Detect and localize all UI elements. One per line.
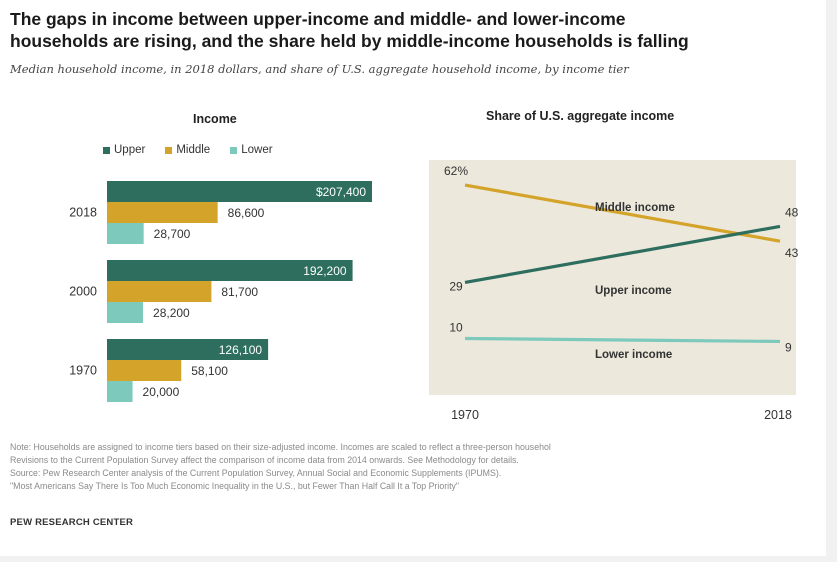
series-label-middle: Middle income [595, 202, 675, 214]
legend-label-upper: Upper [114, 144, 146, 156]
bar-label-lower-1970: 20,000 [143, 385, 180, 399]
note-line-3: Source: Pew Research Center analysis of … [10, 468, 502, 478]
end-label-upper: 48 [785, 205, 799, 219]
line-upper [464, 224, 781, 285]
bar-lower-2018 [107, 223, 144, 244]
title-line-2: households are rising, and the share hel… [10, 31, 689, 51]
bar-upper-2000 [107, 260, 353, 281]
x-tick-1970: 1970 [451, 408, 479, 422]
legend-item-upper: Upper [103, 144, 145, 156]
income-bar-chart: 2018 $207,400 86,600 28,700 2000 192,200 81,70… [69, 181, 372, 402]
bar-middle-1970 [107, 360, 182, 381]
legend-label-lower: Lower [241, 144, 273, 156]
note-line-2: Revisions to the Current Population Surv… [10, 455, 519, 465]
note-line-1: Note: Households are assigned to income … [10, 442, 551, 452]
line-middle [464, 183, 781, 243]
legend-item-lower: Lower [230, 144, 273, 156]
category-label-2000: 2000 [69, 285, 97, 299]
category-label-2018: 2018 [69, 206, 97, 220]
bar-label-upper-2000: 192,200 [303, 264, 347, 278]
bar-lower-1970 [107, 381, 133, 402]
bar-label-upper-1970: 126,100 [219, 343, 263, 357]
bar-label-lower-2000: 28,200 [153, 306, 190, 320]
chart-card: The gaps in income between upper-income … [0, 0, 826, 556]
legend-swatch-upper [103, 146, 110, 154]
title-line-1: The gaps in income between upper-income … [10, 9, 626, 29]
bar-label-middle-2018: 86,600 [228, 206, 265, 220]
series-label-lower: Lower income [595, 349, 672, 361]
legend-swatch-middle [165, 146, 173, 154]
start-label-middle: 62% [444, 164, 468, 178]
bar-label-lower-2018: 28,700 [154, 227, 191, 241]
start-label-lower: 10 [449, 321, 463, 335]
x-tick-2018: 2018 [764, 408, 792, 422]
chart-notes: Note: Households are assigned to income … [10, 441, 820, 493]
line-lower [464, 336, 781, 344]
chart-subtitle: Median household income, in 2018 dollars… [10, 62, 629, 76]
bar-upper-2018 [107, 181, 372, 202]
bar-label-middle-1970: 58,100 [191, 364, 228, 378]
legend-swatch-lower [230, 146, 238, 154]
legend-label-middle: Middle [176, 144, 211, 156]
bar-middle-2018 [107, 202, 218, 223]
pew-research-center-brand: PEW RESEARCH CENTER [10, 517, 134, 528]
bar-lower-2000 [107, 302, 144, 323]
income-share-line-chart: 62% 43 Middle income 29 48 Upper income 10 9 Low… [429, 160, 799, 422]
legend-item-middle: Middle [165, 144, 210, 156]
start-label-upper: 29 [449, 279, 463, 293]
bar-upper-1970 [107, 339, 269, 360]
share-panel-title: Share of U.S. aggregate income [486, 109, 675, 123]
end-label-middle: 43 [785, 246, 799, 260]
bar-label-upper-2018: $207,400 [316, 185, 366, 199]
bar-label-middle-2000: 81,700 [221, 285, 258, 299]
legend: Upper Middle Lower [103, 144, 273, 156]
chart-title: The gaps in income between upper-income … [10, 8, 820, 52]
category-label-1970: 1970 [69, 364, 97, 378]
series-label-upper: Upper income [595, 285, 672, 297]
note-line-4: "Most Americans Say There Is Too Much Ec… [10, 481, 460, 491]
end-label-lower: 9 [785, 340, 792, 354]
bar-middle-2000 [107, 281, 212, 302]
income-panel-title: Income [193, 112, 237, 126]
